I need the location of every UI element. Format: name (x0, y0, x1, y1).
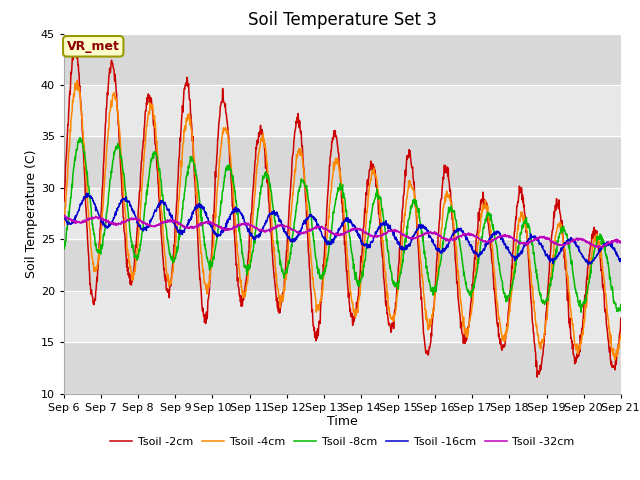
Tsoil -2cm (246, 223, 254, 228)
Bar (64, 85, 621, 136)
Tsoil -4cm (551, 236, 559, 241)
Bar (64, 291, 621, 342)
Tsoil -4cm (502, 334, 509, 339)
Title: Soil Temperature Set 3: Soil Temperature Set 3 (248, 11, 437, 29)
Bar (64, 342, 621, 394)
Tsoil -2cm (429, 312, 437, 318)
Tsoil -32cm (246, 222, 254, 228)
Tsoil -2cm (60, 199, 68, 204)
Y-axis label: Soil Temperature (C): Soil Temperature (C) (25, 149, 38, 278)
Tsoil -16cm (246, 232, 254, 238)
Tsoil -8cm (502, 299, 509, 305)
Tsoil -8cm (577, 309, 585, 315)
Tsoil -16cm (84, 191, 92, 196)
Tsoil -2cm (72, 41, 79, 47)
Tsoil -8cm (429, 292, 437, 298)
Tsoil -32cm (599, 244, 607, 250)
Tsoil -4cm (60, 222, 68, 228)
Tsoil -4cm (246, 246, 254, 252)
Tsoil -32cm (502, 233, 509, 239)
Tsoil -32cm (170, 219, 178, 225)
Tsoil -4cm (74, 77, 81, 83)
Tsoil -4cm (171, 250, 179, 255)
Legend: Tsoil -2cm, Tsoil -4cm, Tsoil -8cm, Tsoil -16cm, Tsoil -32cm: Tsoil -2cm, Tsoil -4cm, Tsoil -8cm, Tsoi… (106, 432, 579, 451)
Tsoil -16cm (585, 262, 593, 267)
Tsoil -2cm (552, 203, 559, 208)
Line: Tsoil -16cm: Tsoil -16cm (64, 193, 621, 264)
Tsoil -8cm (617, 302, 625, 308)
Tsoil -16cm (502, 244, 509, 250)
Bar (64, 188, 621, 240)
Tsoil -8cm (60, 246, 68, 252)
Tsoil -16cm (429, 239, 437, 245)
Tsoil -4cm (617, 331, 625, 337)
Tsoil -2cm (184, 83, 192, 89)
Tsoil -8cm (76, 135, 84, 141)
Tsoil -8cm (171, 255, 179, 261)
Tsoil -32cm (551, 240, 559, 246)
Bar (64, 240, 621, 291)
Tsoil -4cm (611, 357, 619, 363)
Tsoil -16cm (171, 222, 179, 228)
Tsoil -4cm (429, 307, 437, 312)
Tsoil -8cm (184, 163, 192, 169)
Line: Tsoil -32cm: Tsoil -32cm (64, 215, 621, 247)
Tsoil -32cm (60, 212, 68, 218)
Tsoil -32cm (184, 226, 191, 231)
Text: VR_met: VR_met (67, 40, 120, 53)
Tsoil -16cm (60, 213, 68, 219)
Tsoil -2cm (171, 241, 179, 247)
Line: Tsoil -2cm: Tsoil -2cm (64, 44, 621, 377)
Tsoil -2cm (502, 332, 509, 337)
X-axis label: Time: Time (327, 415, 358, 429)
Tsoil -16cm (617, 257, 625, 263)
Tsoil -8cm (246, 258, 254, 264)
Tsoil -2cm (533, 374, 541, 380)
Tsoil -2cm (617, 315, 625, 321)
Tsoil -16cm (184, 221, 192, 227)
Line: Tsoil -4cm: Tsoil -4cm (64, 80, 621, 360)
Bar (64, 34, 621, 85)
Tsoil -4cm (184, 116, 192, 121)
Tsoil -32cm (429, 230, 436, 236)
Tsoil -16cm (551, 256, 559, 262)
Tsoil -8cm (551, 252, 559, 258)
Tsoil -32cm (617, 239, 625, 245)
Line: Tsoil -8cm: Tsoil -8cm (64, 138, 621, 312)
Bar (64, 136, 621, 188)
